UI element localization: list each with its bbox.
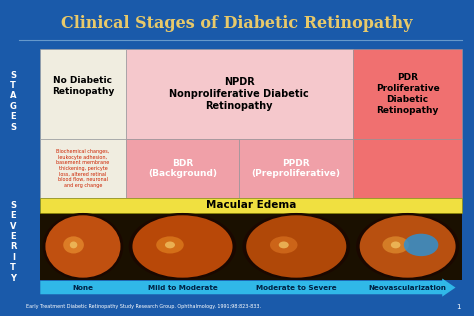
Text: S
T
A
G
E
S: S T A G E S xyxy=(10,70,17,132)
Bar xyxy=(353,49,462,139)
Ellipse shape xyxy=(165,241,175,248)
Text: S
E
V
E
R
I
T
Y: S E V E R I T Y xyxy=(10,201,17,283)
Bar xyxy=(40,213,462,280)
Bar xyxy=(239,139,353,198)
Bar xyxy=(353,139,462,198)
Bar xyxy=(126,49,353,139)
Ellipse shape xyxy=(156,236,184,253)
Ellipse shape xyxy=(132,215,233,278)
Ellipse shape xyxy=(246,215,346,278)
Text: Early Treatment Diabetic Retinopathy Study Research Group. Ophthalmology. 1991;9: Early Treatment Diabetic Retinopathy Stu… xyxy=(26,304,261,309)
Text: Biochemical changes,
leukocyte adhesion,
basement membrane
thickening, pericyte
: Biochemical changes, leukocyte adhesion,… xyxy=(56,149,109,188)
Text: NPDR
Nonproliferative Diabetic
Retinopathy: NPDR Nonproliferative Diabetic Retinopat… xyxy=(170,77,309,111)
Ellipse shape xyxy=(270,236,298,253)
Ellipse shape xyxy=(279,241,289,248)
Text: Clinical Stages of Diabetic Retinopathy: Clinical Stages of Diabetic Retinopathy xyxy=(61,15,413,32)
Text: Mild to Moderate: Mild to Moderate xyxy=(147,285,218,290)
Ellipse shape xyxy=(383,236,409,253)
Ellipse shape xyxy=(360,215,456,278)
Bar xyxy=(40,139,126,198)
Text: Moderate to Severe: Moderate to Severe xyxy=(256,285,337,290)
Ellipse shape xyxy=(242,213,350,280)
Text: Macular Edema: Macular Edema xyxy=(206,200,296,210)
Ellipse shape xyxy=(391,241,401,248)
Ellipse shape xyxy=(128,213,237,280)
Bar xyxy=(40,49,126,139)
Ellipse shape xyxy=(46,215,120,278)
Text: None: None xyxy=(73,285,93,290)
Ellipse shape xyxy=(63,236,84,253)
Text: 1: 1 xyxy=(456,304,461,309)
Text: PPDR
(Preproliferative): PPDR (Preproliferative) xyxy=(252,159,341,178)
Bar xyxy=(40,198,462,213)
Text: PDR
Proliferative
Diabetic
Retinopathy: PDR Proliferative Diabetic Retinopathy xyxy=(376,73,439,115)
Text: No Diabetic
Retinopathy: No Diabetic Retinopathy xyxy=(52,76,114,96)
Text: BDR
(Background): BDR (Background) xyxy=(148,159,217,178)
Ellipse shape xyxy=(356,213,459,280)
Text: Neovascularization: Neovascularization xyxy=(369,285,447,290)
Ellipse shape xyxy=(404,234,438,256)
Ellipse shape xyxy=(70,241,77,248)
Bar xyxy=(126,139,239,198)
Ellipse shape xyxy=(43,213,123,280)
FancyArrow shape xyxy=(40,278,456,297)
